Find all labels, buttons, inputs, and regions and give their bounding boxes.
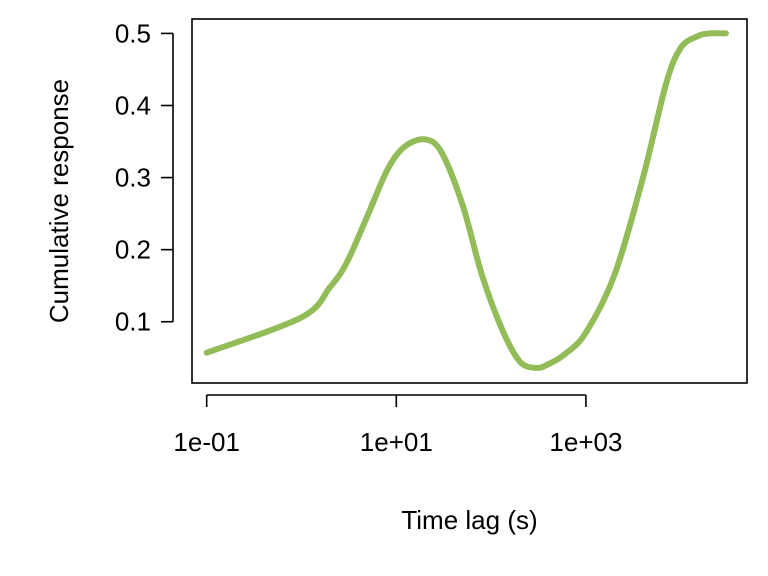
y-axis: 0.1 0.2 0.3 0.4 0.5 — [115, 18, 174, 337]
x-axis: 1e-01 1e+01 1e+03 — [173, 394, 622, 457]
y-tick-label: 0.4 — [115, 90, 151, 120]
series-line — [203, 30, 729, 371]
x-tick-label: 1e+03 — [549, 427, 622, 457]
x-tick-label: 1e-01 — [173, 427, 240, 457]
y-tick-label: 0.1 — [115, 307, 151, 337]
series-layer — [203, 30, 729, 371]
x-ticks: 1e-01 1e+01 1e+03 — [173, 395, 622, 457]
x-axis-label: Time lag (s) — [401, 505, 537, 535]
y-axis-label: Cumulative response — [44, 79, 74, 323]
y-tick-label: 0.3 — [115, 163, 151, 193]
y-tick-label: 0.2 — [115, 235, 151, 265]
y-tick-label: 0.5 — [115, 18, 151, 48]
plot-frame — [191, 18, 748, 384]
y-ticks: 0.1 0.2 0.3 0.4 0.5 — [115, 18, 173, 337]
x-tick-label: 1e+01 — [360, 427, 433, 457]
